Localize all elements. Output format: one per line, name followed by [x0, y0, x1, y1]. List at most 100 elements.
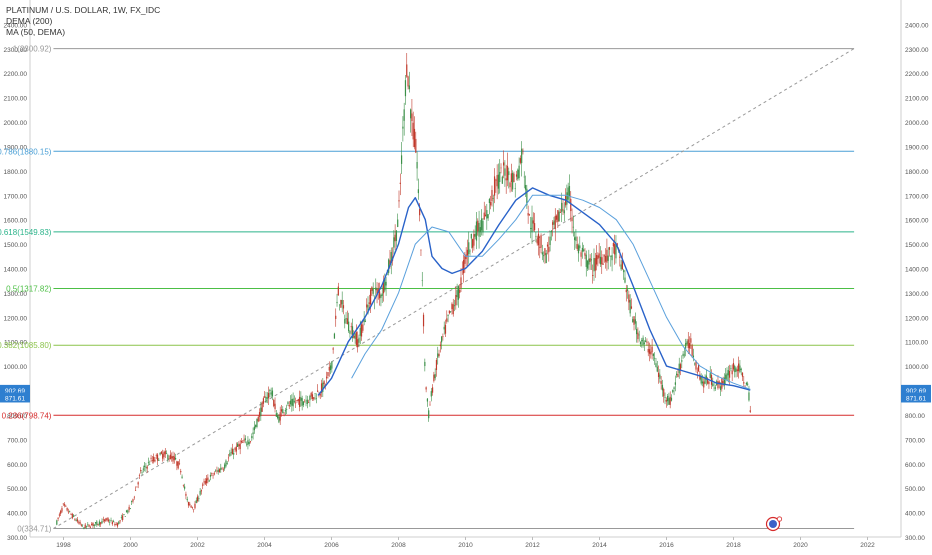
candle-body-514: [719, 386, 722, 390]
y-tick-label-right-17: 2000.00: [905, 120, 929, 127]
candle-body-507: [710, 374, 713, 385]
candle-body-509: [713, 387, 715, 389]
candle-body-381: [548, 246, 550, 253]
candle-body-376: [541, 252, 543, 255]
candle-body-181: [289, 400, 292, 405]
candle-body-54: [125, 510, 128, 513]
candle-body-362: [523, 176, 525, 178]
candle-body-468: [660, 381, 662, 385]
candle-body-476: [670, 397, 673, 401]
candle-body-66: [141, 472, 143, 474]
candle-body-30: [94, 522, 97, 524]
candle-body-440: [624, 277, 626, 283]
candle-body-239: [364, 320, 367, 322]
candle-body-111: [199, 490, 201, 495]
candle-body-108: [195, 500, 197, 504]
candle-body-523: [731, 370, 733, 375]
candle-body-271: [406, 64, 408, 77]
candle-body-89: [171, 456, 173, 459]
candle-body-221: [341, 299, 343, 305]
candle-body-3: [60, 510, 62, 514]
dema-line[interactable]: [317, 187, 751, 396]
candle-body-57: [129, 508, 132, 509]
candle-body-194: [306, 399, 308, 405]
candle-body-189: [300, 397, 302, 401]
candle-body-233: [357, 339, 359, 348]
candle-body-252: [381, 293, 383, 296]
candle-body-254: [384, 277, 386, 291]
candle-body-406: [580, 252, 582, 257]
candle-body-7: [65, 505, 67, 507]
candle-body-400: [572, 226, 574, 228]
candle-body-238: [363, 318, 365, 323]
candle-body-412: [588, 258, 590, 265]
candle-body-408: [583, 249, 585, 251]
candle-body-422: [601, 257, 603, 265]
candle-body-171: [277, 415, 279, 419]
candle-body-301: [444, 324, 447, 334]
candle-body-268: [402, 126, 404, 129]
candle-body-52: [123, 514, 125, 515]
y-tick-label-right-8: 1100.00: [905, 340, 928, 347]
candle-body-347: [504, 168, 506, 176]
candle-body-172: [278, 416, 280, 423]
candle-body-182: [291, 399, 293, 406]
candle-body-290: [430, 391, 432, 397]
candle-body-230: [353, 335, 355, 338]
candle-body-418: [595, 255, 598, 265]
ma-line[interactable]: [351, 194, 751, 390]
candle-body-93: [176, 461, 178, 466]
candle-body-96: [180, 470, 182, 473]
y-tick-label-right-13: 1600.00: [905, 218, 929, 225]
price-badge-right-0: [901, 384, 931, 395]
candle-body-243: [369, 289, 372, 305]
candle-body-46: [115, 524, 117, 525]
candle-body-485: [682, 353, 684, 357]
candle-body-92: [175, 457, 177, 460]
candle-body-10: [69, 510, 71, 512]
candle-body-112: [200, 490, 203, 492]
candle-body-176: [283, 412, 285, 414]
candle-body-393: [563, 210, 565, 214]
candle-body-0: [56, 520, 58, 525]
candle-body-130: [224, 464, 226, 469]
candle-body-14: [74, 519, 76, 520]
candle-body-276: [412, 122, 414, 140]
y-tick-label-right-7: 1000.00: [905, 364, 929, 371]
x-tick-label-10: 2018: [726, 542, 741, 549]
candle-body-103: [189, 503, 191, 505]
candle-body-232: [355, 332, 357, 346]
candle-body-490: [688, 343, 691, 349]
candle-body-328: [479, 227, 481, 233]
candle-body-471: [664, 397, 666, 398]
candle-body-309: [455, 295, 457, 306]
candle-body-348: [505, 178, 507, 181]
candle-body-350: [508, 171, 510, 176]
candle-body-190: [301, 398, 303, 406]
candle-body-338: [492, 198, 494, 199]
candle-body-364: [526, 188, 528, 206]
candle-body-293: [434, 374, 436, 379]
candle-body-245: [372, 288, 374, 294]
candle-body-86: [167, 454, 169, 460]
candle-body-329: [481, 218, 483, 231]
candle-body-479: [674, 382, 676, 385]
candle-body-442: [626, 289, 629, 291]
candle-body-474: [668, 398, 670, 405]
price-badge-left-1: [0, 392, 30, 403]
x-axis: 1998 2000 2002 2004 2006 2008 2010 2012 2014 2016…: [56, 537, 875, 549]
candle-body-104: [190, 505, 192, 508]
candle-body-322: [472, 239, 474, 248]
candle-body-315: [462, 260, 465, 274]
candle-body-423: [602, 263, 604, 265]
candle-body-392: [562, 209, 564, 211]
candle-body-464: [655, 363, 657, 368]
candle-body-437: [620, 264, 622, 270]
candle-body-248: [376, 288, 378, 296]
candle-body-431: [612, 243, 614, 247]
x-tick-label-7: 2012: [525, 542, 540, 549]
candle-body-414: [590, 259, 593, 261]
candle-body-455: [643, 342, 645, 344]
